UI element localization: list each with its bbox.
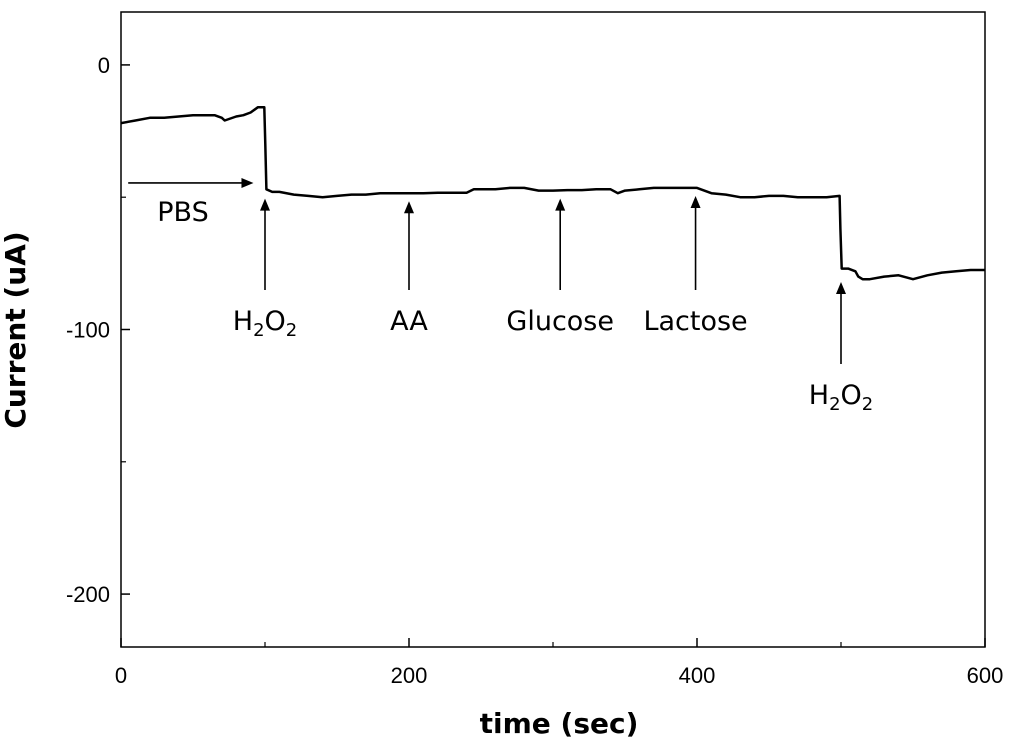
injection-annotations: H2O2 AA Glucose Lactose H2O2 PBS (128, 177, 873, 415)
annotation-arrow: H2O2 (809, 281, 873, 415)
axis-ticks (120, 64, 986, 647)
annotation-label: Glucose (506, 306, 614, 337)
y-tick-label: -100 (66, 318, 110, 343)
annotation-label: AA (390, 306, 428, 337)
x-tick-label: 600 (967, 663, 1004, 688)
x-tick-label: 400 (679, 663, 716, 688)
y-axis-title: Current (uA) (0, 231, 32, 428)
annotation-arrow: Glucose (506, 198, 614, 337)
annotation-arrow: Lactose (643, 195, 748, 337)
annotation-label: H2O2 (233, 306, 297, 341)
axis-tick-labels: 0 200 400 600 0 -100 -200 (66, 53, 1003, 688)
x-tick-label: 200 (391, 663, 428, 688)
y-tick-label: 0 (98, 53, 110, 78)
x-axis-title: time (sec) (480, 707, 639, 740)
y-tick-label: -200 (66, 582, 110, 607)
annotation-label: Lactose (643, 306, 747, 337)
pbs-arrow: PBS (128, 177, 254, 228)
annotation-label: H2O2 (809, 380, 873, 415)
annotation-arrow: AA (390, 201, 428, 337)
x-tick-label: 0 (115, 663, 127, 688)
annotation-arrow: H2O2 (233, 198, 297, 341)
current-trace-line (120, 106, 985, 281)
pbs-label: PBS (157, 197, 208, 228)
